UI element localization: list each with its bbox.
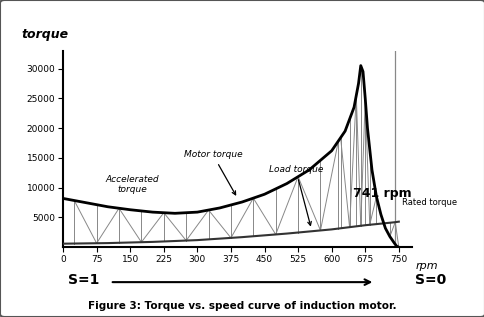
Text: rpm: rpm [415,261,438,271]
Text: Rated torque: Rated torque [401,198,456,207]
Text: S=0: S=0 [414,273,445,287]
Text: Accelerated
torque: Accelerated torque [106,175,159,194]
Text: Figure 3: Torque vs. speed curve of induction motor.: Figure 3: Torque vs. speed curve of indu… [88,301,396,311]
Text: 741 rpm: 741 rpm [352,187,411,200]
Text: Load torque: Load torque [268,165,322,225]
Text: torque: torque [21,28,68,41]
Text: S=1: S=1 [68,273,99,287]
Text: Motor torque: Motor torque [183,151,242,195]
